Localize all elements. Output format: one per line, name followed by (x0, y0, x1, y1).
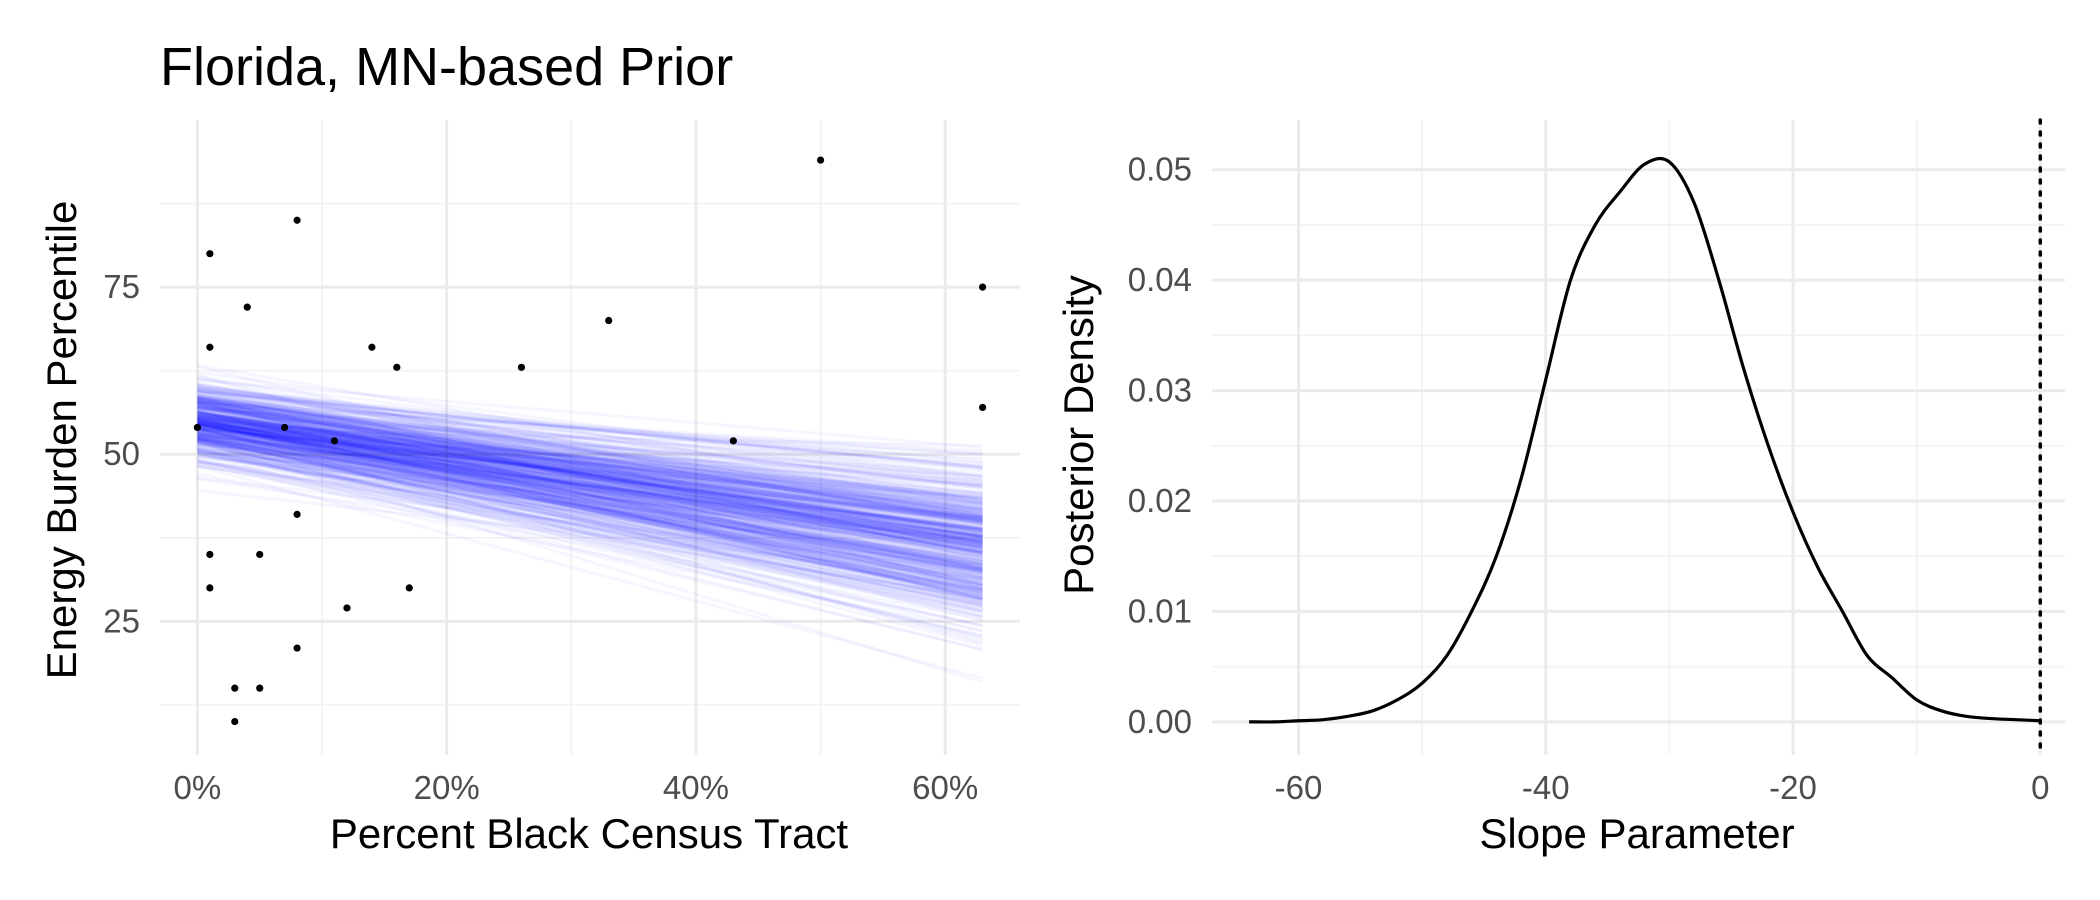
posterior-regression-lines (197, 365, 982, 682)
data-point (231, 684, 239, 692)
data-point (293, 644, 301, 652)
density-curve-group (1249, 118, 2043, 757)
data-point (256, 550, 264, 559)
density-gridlines (1212, 120, 2065, 755)
x-tick-label: 20% (414, 769, 480, 806)
y-axis-title: Energy Burden Percentile (38, 201, 85, 680)
density-panel: -60 -40 -20 0 0.00 0.01 0.02 0.03 0.04 0.05 Slop… (1055, 118, 2065, 857)
y-tick-label: 0.03 (1128, 372, 1192, 409)
data-point (243, 303, 251, 311)
y-tick-label: 75 (103, 268, 140, 305)
data-point (368, 343, 376, 351)
x-axis-title: Percent Black Census Tract (330, 810, 849, 857)
y-axis-ticks: 0.00 0.01 0.02 0.03 0.04 0.05 (1128, 151, 1192, 740)
data-point (231, 717, 239, 726)
x-tick-label: 60% (912, 769, 978, 806)
y-tick-label: 0.00 (1128, 703, 1192, 740)
data-point (206, 343, 214, 351)
data-point (979, 283, 987, 291)
data-point (729, 437, 737, 445)
x-tick-label: 0 (2031, 769, 2049, 806)
y-tick-label: 50 (103, 435, 140, 472)
x-axis-title: Slope Parameter (1479, 810, 1794, 857)
x-tick-label: -20 (1769, 769, 1817, 806)
density-curve (1249, 156, 2041, 724)
x-axis-ticks: -60 -40 -20 0 (1275, 769, 2050, 806)
y-tick-label: 0.05 (1128, 151, 1192, 188)
data-point (256, 684, 264, 692)
data-point (206, 584, 214, 592)
y-axis-ticks: 25 50 75 (103, 268, 140, 639)
y-tick-label: 25 (103, 602, 140, 639)
data-point (293, 510, 301, 518)
x-tick-label: 40% (663, 769, 729, 806)
x-tick-label: -60 (1275, 769, 1323, 806)
scatter-panel: 0% 20% 40% 60% 25 50 75 Percent Black Census … (38, 120, 1020, 857)
y-axis-title: Posterior Density (1055, 275, 1102, 595)
data-point (405, 584, 413, 592)
y-tick-label: 0.02 (1128, 482, 1192, 519)
data-point (281, 423, 289, 432)
data-point (517, 363, 526, 371)
data-point (605, 316, 613, 325)
x-axis-ticks: 0% 20% 40% 60% (174, 769, 979, 806)
x-tick-label: 0% (174, 769, 222, 806)
data-point (193, 423, 201, 432)
data-point (206, 250, 214, 258)
data-point (816, 156, 825, 164)
x-tick-label: -40 (1522, 769, 1570, 806)
y-tick-label: 0.01 (1128, 592, 1192, 629)
data-point (330, 437, 339, 445)
scatter-gridlines (160, 120, 1020, 755)
chart-title: Florida, MN-based Prior (160, 37, 733, 97)
data-point (343, 604, 351, 612)
data-point (393, 363, 401, 371)
data-points (193, 156, 987, 726)
data-point (206, 550, 214, 559)
data-point (293, 216, 301, 224)
data-point (979, 403, 987, 412)
y-tick-label: 0.04 (1128, 261, 1192, 298)
